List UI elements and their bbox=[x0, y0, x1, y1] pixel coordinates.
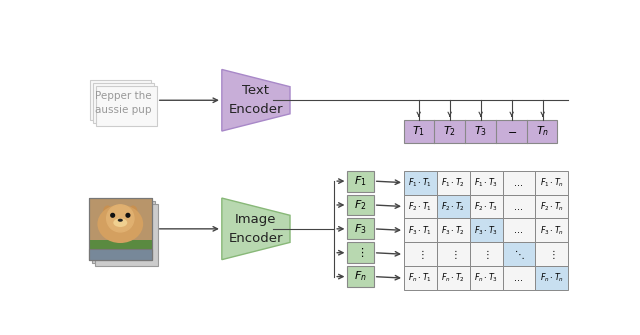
Bar bbox=[96, 86, 157, 126]
Text: $F_3$: $F_3$ bbox=[354, 222, 367, 236]
Text: Pepper the
aussie pup: Pepper the aussie pup bbox=[95, 91, 152, 115]
Text: $F_{1} \cdot T_{1}$: $F_{1} \cdot T_{1}$ bbox=[408, 177, 433, 189]
Text: $-$: $-$ bbox=[507, 126, 516, 136]
Ellipse shape bbox=[103, 205, 112, 218]
Text: $\vdots$: $\vdots$ bbox=[417, 248, 424, 261]
Text: $T_3$: $T_3$ bbox=[474, 124, 487, 138]
Bar bbox=[404, 171, 437, 195]
Bar bbox=[95, 204, 158, 266]
Bar bbox=[348, 266, 374, 287]
Text: $\vdots$: $\vdots$ bbox=[483, 248, 490, 261]
Text: $F_{1} \cdot T_{n}$: $F_{1} \cdot T_{n}$ bbox=[540, 177, 564, 189]
Bar bbox=[502, 266, 536, 290]
Bar bbox=[470, 171, 502, 195]
Text: $F_{2} \cdot T_{1}$: $F_{2} \cdot T_{1}$ bbox=[408, 200, 433, 213]
Text: $F_{n} \cdot T_{3}$: $F_{n} \cdot T_{3}$ bbox=[474, 272, 498, 284]
Text: $F_{3} \cdot T_{1}$: $F_{3} \cdot T_{1}$ bbox=[408, 224, 433, 237]
Bar bbox=[470, 195, 502, 218]
Text: Image
Encoder: Image Encoder bbox=[228, 213, 283, 245]
Ellipse shape bbox=[129, 205, 138, 218]
Text: $F_1$: $F_1$ bbox=[354, 174, 367, 188]
Text: $T_1$: $T_1$ bbox=[412, 124, 425, 138]
Circle shape bbox=[111, 213, 115, 217]
Text: $F_n$: $F_n$ bbox=[354, 270, 367, 283]
Bar bbox=[348, 171, 374, 192]
Bar bbox=[404, 218, 437, 242]
Bar bbox=[502, 218, 536, 242]
Text: $T_2$: $T_2$ bbox=[444, 124, 456, 138]
Bar bbox=[437, 195, 470, 218]
Bar bbox=[404, 120, 557, 143]
Text: $F_{3} \cdot T_{2}$: $F_{3} \cdot T_{2}$ bbox=[441, 224, 465, 237]
Text: ...: ... bbox=[515, 273, 524, 283]
Bar bbox=[404, 242, 437, 266]
Ellipse shape bbox=[97, 205, 143, 243]
Text: ...: ... bbox=[515, 178, 524, 188]
Text: $T_n$: $T_n$ bbox=[536, 124, 549, 138]
Ellipse shape bbox=[113, 218, 127, 227]
Text: $\vdots$: $\vdots$ bbox=[548, 248, 556, 261]
Polygon shape bbox=[222, 198, 290, 260]
Bar bbox=[404, 266, 437, 290]
Bar bbox=[536, 171, 568, 195]
Text: $\vdots$: $\vdots$ bbox=[356, 246, 365, 259]
Bar bbox=[470, 242, 502, 266]
Bar bbox=[93, 83, 154, 123]
Circle shape bbox=[126, 213, 130, 217]
Bar bbox=[88, 240, 152, 254]
Text: $F_{n} \cdot T_{1}$: $F_{n} \cdot T_{1}$ bbox=[408, 272, 433, 284]
Bar bbox=[348, 195, 374, 215]
Bar bbox=[88, 198, 152, 260]
Bar bbox=[502, 242, 536, 266]
Text: $\ddots$: $\ddots$ bbox=[514, 248, 524, 261]
Text: $F_{2} \cdot T_{3}$: $F_{2} \cdot T_{3}$ bbox=[474, 200, 498, 213]
Bar bbox=[502, 171, 536, 195]
Bar bbox=[437, 242, 470, 266]
Bar bbox=[437, 266, 470, 290]
Text: $F_{n} \cdot T_{n}$: $F_{n} \cdot T_{n}$ bbox=[540, 272, 564, 284]
Text: $F_{3} \cdot T_{3}$: $F_{3} \cdot T_{3}$ bbox=[474, 224, 498, 237]
Bar bbox=[536, 195, 568, 218]
Bar bbox=[88, 198, 152, 260]
Bar bbox=[437, 171, 470, 195]
Text: $\vdots$: $\vdots$ bbox=[449, 248, 457, 261]
Bar bbox=[536, 266, 568, 290]
Bar bbox=[348, 242, 374, 263]
Polygon shape bbox=[222, 69, 290, 131]
Bar bbox=[348, 218, 374, 239]
Bar bbox=[90, 80, 150, 120]
Bar bbox=[536, 218, 568, 242]
Text: $F_{2} \cdot T_{n}$: $F_{2} \cdot T_{n}$ bbox=[540, 200, 564, 213]
Text: $F_{1} \cdot T_{2}$: $F_{1} \cdot T_{2}$ bbox=[441, 177, 465, 189]
Text: Text
Encoder: Text Encoder bbox=[228, 84, 283, 116]
Bar bbox=[470, 218, 502, 242]
Ellipse shape bbox=[118, 219, 123, 222]
Text: $F_{2} \cdot T_{2}$: $F_{2} \cdot T_{2}$ bbox=[441, 200, 465, 213]
Bar bbox=[502, 195, 536, 218]
Text: ...: ... bbox=[515, 225, 524, 236]
Text: $F_{n} \cdot T_{2}$: $F_{n} \cdot T_{2}$ bbox=[441, 272, 465, 284]
Bar bbox=[88, 249, 152, 260]
Text: $F_{1} \cdot T_{3}$: $F_{1} \cdot T_{3}$ bbox=[474, 177, 498, 189]
Bar bbox=[437, 218, 470, 242]
Bar bbox=[92, 201, 155, 263]
Bar bbox=[470, 266, 502, 290]
Bar bbox=[404, 195, 437, 218]
Text: $F_2$: $F_2$ bbox=[355, 198, 367, 212]
Text: $F_{3} \cdot T_{n}$: $F_{3} \cdot T_{n}$ bbox=[540, 224, 564, 237]
Text: ...: ... bbox=[515, 202, 524, 211]
Circle shape bbox=[107, 205, 134, 232]
Bar bbox=[536, 242, 568, 266]
